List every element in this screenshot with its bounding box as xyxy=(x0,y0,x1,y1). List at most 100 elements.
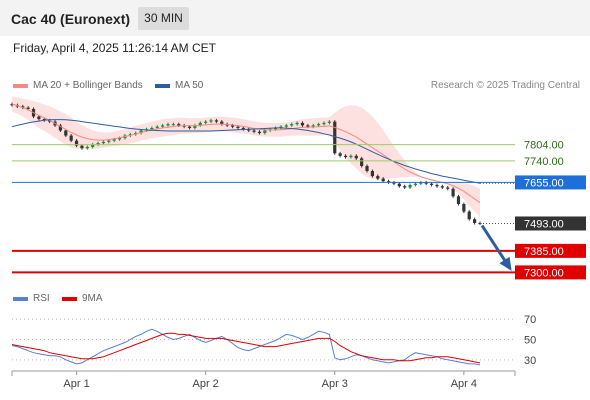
candle-body xyxy=(209,120,213,122)
candle-body xyxy=(139,130,143,134)
candle-body xyxy=(58,125,63,131)
candle-body xyxy=(171,124,175,126)
candle-body xyxy=(424,182,428,184)
candle-body xyxy=(311,125,315,127)
candle-body xyxy=(107,140,111,142)
candle-body xyxy=(456,196,461,204)
candle-body xyxy=(386,181,391,183)
timeframe-badge[interactable]: 30 MIN xyxy=(138,7,189,30)
candle-body xyxy=(220,121,224,125)
rsi-line xyxy=(11,328,481,366)
candle-body xyxy=(403,186,407,188)
candle-body xyxy=(161,125,165,127)
candle-body xyxy=(204,121,208,123)
candle-body xyxy=(42,119,46,121)
level-7655.00-label-box xyxy=(515,175,586,190)
candle-body xyxy=(381,178,385,182)
candle-body xyxy=(376,176,380,179)
candle-body xyxy=(101,141,106,144)
candle-body xyxy=(37,116,41,120)
ma50-legend-swatch xyxy=(155,84,170,88)
candle-body xyxy=(279,126,283,128)
candle-body xyxy=(96,143,100,145)
ma20-legend-label: MA 20 + Bollinger Bands xyxy=(33,80,143,91)
candle-body xyxy=(241,127,245,130)
candle-body xyxy=(112,139,116,141)
candle-body xyxy=(360,158,364,166)
candle-body xyxy=(117,138,122,140)
candle-body xyxy=(273,127,278,130)
candle-body xyxy=(69,135,73,141)
candle-body xyxy=(392,182,396,184)
candle-body xyxy=(451,188,455,197)
x-tick-label: Apr 2 xyxy=(193,378,219,390)
candle-body xyxy=(338,153,342,156)
candle-body xyxy=(80,145,84,149)
level-7385.00-label-box xyxy=(515,243,586,258)
x-tick-label: Apr 1 xyxy=(63,378,89,390)
candle-body xyxy=(354,155,358,159)
candle-body xyxy=(429,183,434,185)
candle-body xyxy=(85,146,89,149)
candle-body xyxy=(177,124,181,126)
candle-body xyxy=(473,219,477,223)
chart-header: Cac 40 (Euronext) 30 MIN xyxy=(0,0,590,36)
level-7300.00-label-box xyxy=(515,265,586,280)
rsi-tick-50: 50 xyxy=(524,334,536,346)
candle-body xyxy=(300,122,305,126)
candle-body xyxy=(26,107,30,109)
bollinger-band xyxy=(12,96,480,217)
forecast-arrow-head xyxy=(499,256,512,271)
candle-body xyxy=(365,165,369,172)
timestamp: Friday, April 4, 2025 11:26:14 AM CET xyxy=(13,41,216,55)
level-7385.00-label: 7385.00 xyxy=(524,246,564,258)
candle-body xyxy=(10,104,14,106)
candle-body xyxy=(440,186,444,188)
candle-body xyxy=(230,125,235,127)
candle-body xyxy=(295,122,299,125)
x-tick-label: Apr 3 xyxy=(322,378,348,390)
level-7655.00-label: 7655.00 xyxy=(524,177,564,189)
level-7493.00-label-box xyxy=(515,216,586,231)
candle-body xyxy=(284,125,288,127)
candle-body xyxy=(187,126,192,128)
candle-body xyxy=(74,140,79,146)
candle-body xyxy=(214,120,219,122)
level-7300.00-label: 7300.00 xyxy=(524,267,564,279)
candle-body xyxy=(64,130,68,136)
level-7740.00-label: 7740.00 xyxy=(524,156,564,168)
candle-body xyxy=(317,124,321,126)
ma20-legend-swatch xyxy=(13,84,28,88)
candle-body xyxy=(370,171,375,177)
candle-body xyxy=(263,130,267,134)
candle-body xyxy=(333,121,337,154)
candle-body xyxy=(91,144,95,147)
rsi-legend-label: RSI xyxy=(33,293,50,304)
candle-body xyxy=(290,124,294,126)
instrument-title: Cac 40 (Euronext) xyxy=(11,11,131,27)
ma50-legend-label: MA 50 xyxy=(175,80,204,91)
candle-body xyxy=(155,126,159,128)
candle-body xyxy=(21,106,25,108)
candle-body xyxy=(306,125,310,127)
candle-body xyxy=(462,203,466,212)
candle-body xyxy=(327,121,331,123)
candle-body xyxy=(150,127,154,130)
x-tick-label: Apr 4 xyxy=(451,378,477,390)
ma50-line xyxy=(11,119,481,184)
candle-body xyxy=(236,126,240,128)
candle-body xyxy=(166,124,170,126)
ma9-legend-swatch xyxy=(62,297,77,301)
candle-body xyxy=(467,211,471,220)
candle-body xyxy=(193,125,197,128)
candle-body xyxy=(349,155,353,158)
candle-body xyxy=(435,184,439,187)
candle-body xyxy=(48,120,52,122)
candle-body xyxy=(257,131,262,134)
rsi-tick-30: 30 xyxy=(524,355,536,367)
level-7493.00-label: 7493.00 xyxy=(524,218,564,230)
rsi-tick-70: 70 xyxy=(524,314,536,326)
ma9-legend-label: 9MA xyxy=(82,293,103,304)
candle-body xyxy=(419,182,423,184)
